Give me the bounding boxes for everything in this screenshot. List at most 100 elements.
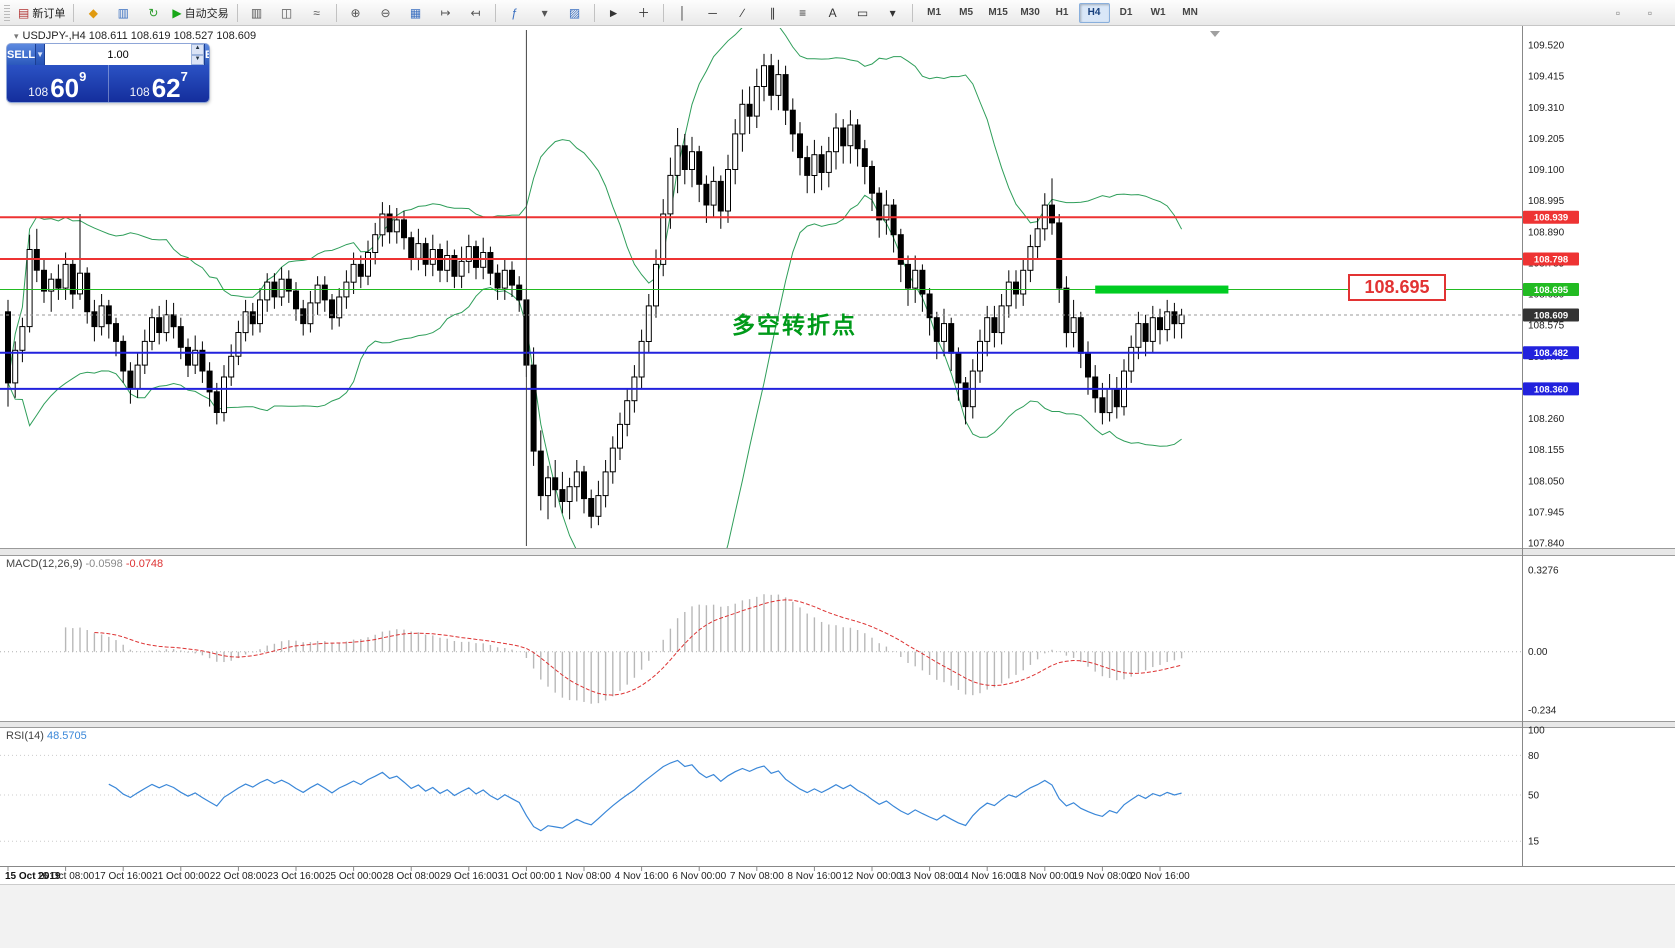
auto-scroll-icon: ↦ xyxy=(440,5,451,20)
refresh-icon: ↻ xyxy=(148,5,159,20)
symbol-ohlc-text: USDJPY-,H4 108.611 108.619 108.527 108.6… xyxy=(22,30,257,42)
svg-text:1 Nov 08:00: 1 Nov 08:00 xyxy=(557,871,611,882)
svg-text:80: 80 xyxy=(1528,751,1540,762)
candlestick-chart-icon: ◫ xyxy=(280,5,293,20)
turning-point-note[interactable]: 多空转折点 xyxy=(732,312,857,338)
zoom-in-button[interactable]: ⊕ xyxy=(341,2,371,24)
buy-price-sup: 7 xyxy=(180,69,188,84)
bar-chart-button[interactable]: ▥ xyxy=(242,2,272,24)
templates-button[interactable]: ▨ xyxy=(560,2,590,24)
favorites-button[interactable]: ◆ xyxy=(78,2,108,24)
trendline-icon: ∕ xyxy=(741,5,744,20)
toolbar-extra-button-2-icon: ▫ xyxy=(1647,5,1653,20)
new-order-label: 新订单 xyxy=(32,7,66,20)
bar-chart-icon: ▥ xyxy=(250,5,263,20)
svg-text:108.609: 108.609 xyxy=(1534,311,1568,322)
toolbar-extra-button-2[interactable]: ▫ xyxy=(1635,2,1665,24)
buy-price-display[interactable]: 108 62 7 xyxy=(107,65,210,102)
sell-button[interactable]: SELL xyxy=(7,44,36,65)
svg-text:108.695: 108.695 xyxy=(1534,285,1569,296)
fibonacci-button[interactable]: ≡ xyxy=(788,2,818,24)
buy-price-big: 62 xyxy=(151,73,181,102)
svg-text:19 Nov 08:00: 19 Nov 08:00 xyxy=(1073,871,1133,882)
svg-text:12 Nov 00:00: 12 Nov 00:00 xyxy=(842,871,902,882)
auto-scroll-button[interactable]: ↦ xyxy=(431,2,461,24)
svg-text:50: 50 xyxy=(1528,791,1540,802)
cursor-button[interactable]: ► xyxy=(599,2,629,24)
equidistant-channel-button[interactable]: ∥ xyxy=(758,2,788,24)
zoom-in-icon: ⊕ xyxy=(350,5,361,20)
toolbar-grip[interactable] xyxy=(4,4,10,21)
timeframe-button-m1[interactable]: M1 xyxy=(927,7,942,18)
svg-text:-0.234: -0.234 xyxy=(1528,706,1557,717)
tile-windows-button[interactable]: ▦ xyxy=(401,2,431,24)
line-chart-button[interactable]: ≈ xyxy=(302,2,332,24)
volume-input[interactable] xyxy=(45,44,192,65)
volume-down-button[interactable]: ▼ xyxy=(191,54,205,65)
toolbar-separator xyxy=(335,3,337,22)
timeframe-button-d1[interactable]: D1 xyxy=(1119,7,1133,18)
svg-text:15 Oct 2019: 15 Oct 2019 xyxy=(5,871,61,882)
toolbar-separator xyxy=(911,3,913,22)
svg-text:15: 15 xyxy=(1528,837,1540,848)
sell-dropdown-icon[interactable]: ▼ xyxy=(35,44,45,65)
new-order-button[interactable]: ▤ 新订单 xyxy=(14,2,69,24)
toolbar-extra-button-1-icon: ▫ xyxy=(1615,5,1621,20)
price-callout-label[interactable]: 108.695 xyxy=(1348,274,1446,301)
timeframe-button-m30[interactable]: M30 xyxy=(1020,7,1040,18)
sell-price-display[interactable]: 108 60 9 xyxy=(7,65,108,102)
auto-trading-icon: ▶ xyxy=(172,5,182,20)
svg-text:28 Oct 08:00: 28 Oct 08:00 xyxy=(383,871,441,882)
cursor-icon: ► xyxy=(607,5,620,20)
svg-text:25 Oct 00:00: 25 Oct 00:00 xyxy=(325,871,383,882)
refresh-button[interactable]: ↻ xyxy=(138,2,168,24)
macd-name: MACD(12,26,9) xyxy=(6,558,83,570)
svg-text:7 Nov 08:00: 7 Nov 08:00 xyxy=(730,871,784,882)
svg-text:108.360: 108.360 xyxy=(1534,384,1568,395)
buy-price-prefix: 108 xyxy=(129,85,150,99)
svg-text:18 Nov 00:00: 18 Nov 00:00 xyxy=(1015,871,1075,882)
crosshair-button[interactable]: ＋ xyxy=(629,2,659,24)
horizontal-line-button[interactable]: ─ xyxy=(698,2,728,24)
volume-up-button[interactable]: ▲ xyxy=(191,44,205,55)
candlestick-chart-button[interactable]: ◫ xyxy=(272,2,302,24)
svg-text:23 Oct 16:00: 23 Oct 16:00 xyxy=(267,871,325,882)
svg-text:107.945: 107.945 xyxy=(1528,507,1565,518)
toolbar-separator xyxy=(73,3,75,22)
trendline-button[interactable]: ∕ xyxy=(728,2,758,24)
timeframe-button-w1[interactable]: W1 xyxy=(1150,7,1166,18)
indicators-button[interactable]: ƒ xyxy=(500,2,530,24)
chart-menu-icon[interactable]: ▾ xyxy=(14,30,19,41)
svg-text:108.260: 108.260 xyxy=(1528,414,1565,425)
svg-text:108.995: 108.995 xyxy=(1528,196,1565,207)
arrows-button[interactable]: ▾ xyxy=(878,2,908,24)
svg-text:108.155: 108.155 xyxy=(1528,445,1565,456)
toolbar-separator xyxy=(494,3,496,22)
fibonacci-icon: ≡ xyxy=(799,5,807,20)
svg-text:108.482: 108.482 xyxy=(1534,348,1568,359)
auto-trading-button[interactable]: ▶ 自动交易 xyxy=(168,2,232,24)
market-watch-button[interactable]: ▥ xyxy=(108,2,138,24)
zoom-out-button[interactable]: ⊖ xyxy=(371,2,401,24)
svg-text:108.890: 108.890 xyxy=(1528,227,1565,238)
timeframe-button-h1[interactable]: H1 xyxy=(1055,7,1069,18)
toolbar-extra-button-1[interactable]: ▫ xyxy=(1603,2,1633,24)
timeframe-button-m15[interactable]: M15 xyxy=(988,7,1008,18)
vertical-line-button[interactable]: │ xyxy=(668,2,698,24)
timeframe-button-h4[interactable]: H4 xyxy=(1078,2,1110,23)
text-label-icon: ▭ xyxy=(856,5,869,20)
text-button[interactable]: A xyxy=(818,2,848,24)
top-toolbar: ▤ 新订单 ◆ ▥ ↻ ▶ 自动交易 ▥ ◫ ≈ ⊕ ⊖ ▦ ↦ ↤ ƒ ▾ ▨ ► ＋ │ ─ ∕ ∥ ≡ A ▭ ▾ M1 M5 M1… xyxy=(0,0,1675,26)
chart-shift-button[interactable]: ↤ xyxy=(461,2,491,24)
timeframe-button-m5[interactable]: M5 xyxy=(959,7,974,18)
periods-button[interactable]: ▾ xyxy=(530,2,560,24)
timeframe-button-mn[interactable]: MN xyxy=(1182,7,1198,18)
svg-text:4 Nov 16:00: 4 Nov 16:00 xyxy=(615,871,669,882)
sell-price-big: 60 xyxy=(50,73,80,102)
auto-trading-label: 自动交易 xyxy=(184,7,229,20)
chart-shift-icon: ↤ xyxy=(470,5,481,20)
text-label-button[interactable]: ▭ xyxy=(848,2,878,24)
buy-button[interactable]: BUY xyxy=(205,44,209,65)
arrows-icon: ▾ xyxy=(889,5,896,20)
